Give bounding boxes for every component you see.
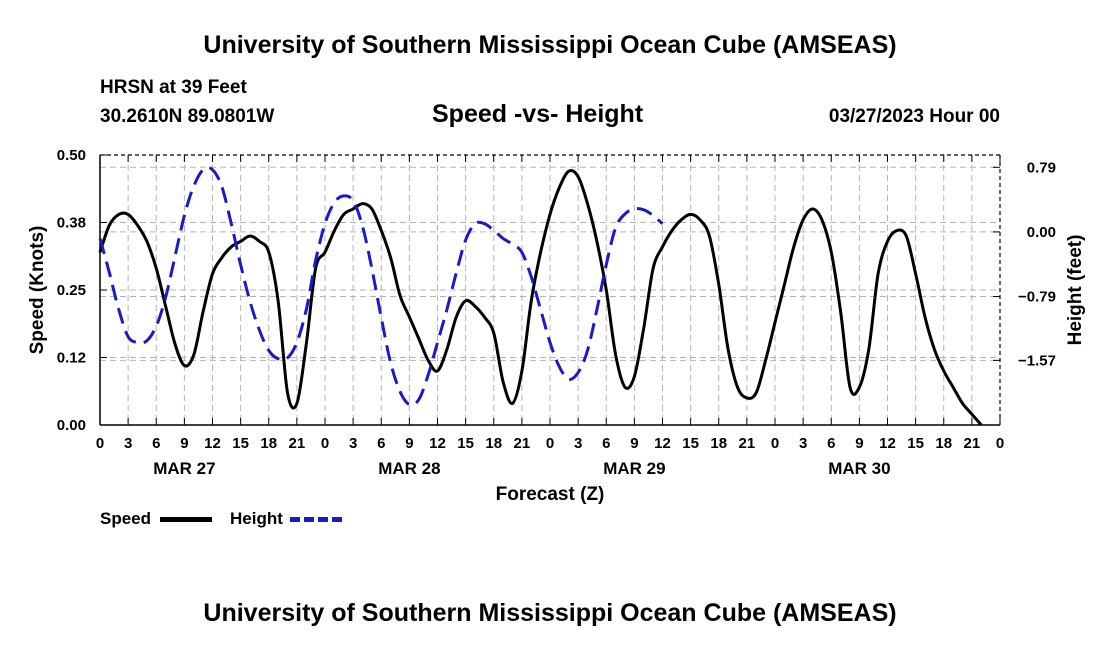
legend-height-label: Height — [230, 509, 283, 528]
x-tick-label: 21 — [739, 435, 756, 452]
y-tick-label-left: 0.00 — [57, 417, 86, 434]
x-tick-label: 15 — [457, 435, 474, 452]
y-tick-label-left: 0.12 — [57, 350, 86, 367]
y-tick-label-left: 0.38 — [57, 215, 86, 232]
x-tick-label: 12 — [654, 435, 671, 452]
x-tick-label: 9 — [630, 435, 638, 452]
x-tick-label: 0 — [771, 435, 779, 452]
x-tick-label: 3 — [349, 435, 357, 452]
x-tick-label: 6 — [602, 435, 610, 452]
legend-speed-swatch — [160, 517, 212, 522]
x-tick-label: 12 — [204, 435, 221, 452]
day-label: MAR 30 — [828, 459, 890, 478]
x-tick-label: 0 — [96, 435, 104, 452]
day-label: MAR 29 — [603, 459, 665, 478]
x-tick-label: 3 — [799, 435, 807, 452]
y-tick-label-right: 0.00 — [1027, 224, 1056, 241]
y-tick-label-left: 0.50 — [57, 147, 86, 164]
x-tick-label: 21 — [514, 435, 531, 452]
ticks: 0 3 6 9 12 15 18 21 0 3 6 9 12 15 18 21 0 3 6 9 12 15 18 21 0 3 6 9… — [57, 147, 1056, 478]
chart-subtitle: Speed -vs- Height — [432, 100, 644, 128]
y-tick-label-left: 0.25 — [57, 282, 86, 299]
left-y-axis-label: Speed (Knots) — [27, 226, 48, 355]
x-tick-label: 6 — [377, 435, 385, 452]
x-tick-label: 18 — [260, 435, 277, 452]
x-tick-label: 6 — [152, 435, 160, 452]
forecast-datetime: 03/27/2023 Hour 00 — [828, 106, 1000, 127]
y-tick-label-right: 0.79 — [1027, 159, 1056, 176]
x-tick-label: 18 — [710, 435, 727, 452]
x-tick-label: 15 — [232, 435, 249, 452]
y-tick-label-right: −1.57 — [1018, 352, 1056, 369]
x-tick-label: 18 — [935, 435, 952, 452]
x-tick-label: 15 — [682, 435, 699, 452]
x-tick-label: 3 — [574, 435, 582, 452]
x-tick-label: 21 — [964, 435, 981, 452]
x-tick-label: 15 — [907, 435, 924, 452]
x-tick-label: 0 — [996, 435, 1004, 452]
footer-title: University of Southern Mississippi Ocean… — [203, 599, 897, 627]
x-tick-label: 6 — [827, 435, 835, 452]
right-y-axis-label: Height (feet) — [1065, 235, 1086, 346]
speed-series-line — [98, 169, 983, 426]
x-tick-label: 9 — [180, 435, 188, 452]
x-tick-label: 21 — [289, 435, 306, 452]
x-tick-label: 18 — [485, 435, 502, 452]
chart-title: University of Southern Mississippi Ocean… — [203, 31, 897, 59]
x-tick-label: 0 — [546, 435, 554, 452]
legend-speed-label: Speed — [100, 509, 152, 528]
x-tick-label: 3 — [124, 435, 132, 452]
series-lines — [98, 166, 983, 426]
coordinates-label: 30.2610N 89.0801W — [100, 106, 275, 127]
day-label: MAR 27 — [153, 459, 215, 478]
x-tick-label: 9 — [405, 435, 413, 452]
x-tick-label: 0 — [321, 435, 329, 452]
x-axis-label: Forecast (Z) — [496, 484, 605, 505]
day-label: MAR 28 — [378, 459, 440, 478]
y-tick-label-right: −0.79 — [1018, 289, 1056, 306]
x-tick-label: 12 — [429, 435, 446, 452]
x-tick-label: 12 — [879, 435, 896, 452]
station-label: HRSN at 39 Feet — [100, 77, 247, 98]
grid — [100, 155, 1000, 425]
x-tick-label: 9 — [855, 435, 863, 452]
legend-height-swatch — [290, 517, 342, 522]
